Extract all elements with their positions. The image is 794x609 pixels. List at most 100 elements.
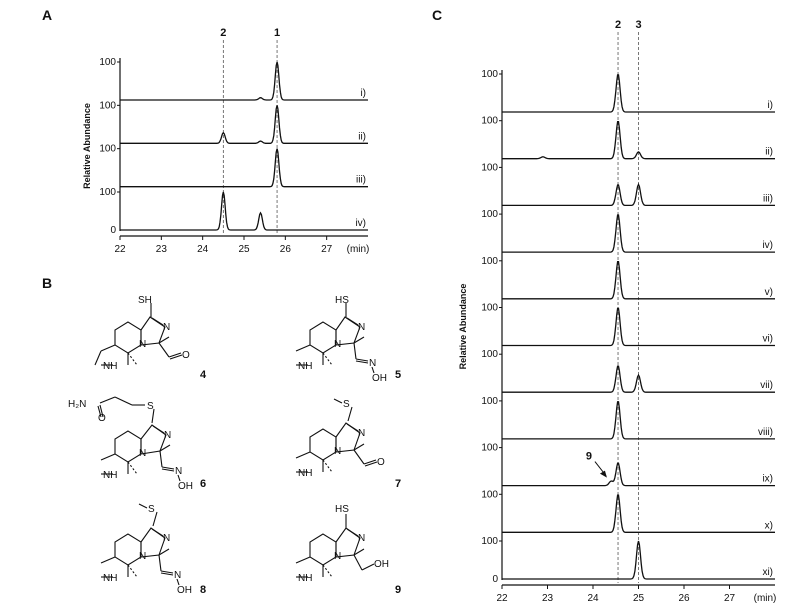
trace-label: vi)	[762, 334, 773, 345]
trace-line	[502, 462, 775, 487]
y-tick-label: 100	[481, 489, 498, 500]
y-tick-label: 0	[110, 225, 116, 236]
trace-label: ix)	[762, 474, 773, 485]
atom-label: S	[343, 399, 350, 410]
atom-label: NH	[298, 468, 312, 479]
atom-label: N	[358, 428, 365, 439]
trace-line	[120, 191, 368, 231]
trace-line	[502, 182, 775, 207]
y-tick-label: 100	[481, 256, 498, 267]
trace-label: iii)	[763, 193, 773, 204]
y-tick-label: 100	[481, 443, 498, 454]
trace-label: viii)	[758, 427, 773, 438]
panel-label-b: B	[42, 275, 52, 291]
trace-line	[502, 214, 775, 253]
y-tick-label: 100	[99, 187, 116, 198]
trace-line	[502, 307, 775, 347]
trace-label: i)	[767, 100, 773, 111]
atom-label: N	[163, 322, 170, 333]
trace-line	[120, 61, 368, 101]
peak-marker-label: 2	[220, 27, 226, 39]
compound-number-5: 5	[395, 369, 401, 381]
atom-label: N	[175, 466, 182, 477]
atom-label: S	[147, 401, 154, 412]
atom-label: N	[163, 533, 170, 544]
peak-marker-label: 1	[274, 27, 280, 39]
trace-label: xi)	[762, 567, 773, 578]
trace-label: x)	[765, 520, 773, 531]
atom-label: N	[174, 570, 181, 581]
annotation-label: 9	[586, 451, 592, 463]
atom-label: N	[139, 551, 146, 562]
y-tick-label: 100	[481, 209, 498, 220]
atom-label: OH	[178, 481, 193, 492]
structure-4: SH N N NH O 4	[94, 295, 207, 381]
trace-label: ii)	[358, 131, 366, 142]
atom-label: OH	[372, 373, 387, 384]
atom-label: S	[148, 504, 155, 515]
atom-label: NH	[103, 361, 117, 372]
trace-line	[502, 120, 775, 160]
atom-label: SH	[138, 295, 152, 306]
trace-line	[120, 105, 368, 144]
atom-label: N	[334, 339, 341, 350]
atom-label: H₂N	[68, 399, 86, 410]
x-tick-label: 24	[197, 244, 209, 255]
trace-line	[502, 540, 775, 580]
atom-label: HS	[335, 295, 349, 306]
x-axis-unit: (min)	[347, 244, 370, 255]
panel-label-a: A	[42, 7, 52, 23]
panel-label-c: C	[432, 7, 442, 23]
structure-9: HS N N NH OH 9	[295, 504, 401, 596]
trace-label: iii)	[356, 175, 366, 186]
atom-label: NH	[103, 470, 117, 481]
structures-panel: SH N N NH O 4 HS N N NH N OH	[68, 295, 401, 596]
compound-number-6: 6	[200, 478, 206, 490]
x-axis-unit: (min)	[754, 593, 777, 604]
atom-label: N	[139, 448, 146, 459]
x-tick-label: 23	[156, 244, 168, 255]
y-tick-label: 100	[481, 536, 498, 547]
atom-label: N	[358, 533, 365, 544]
annotation-arrowhead	[599, 470, 607, 478]
compound-number-9: 9	[395, 584, 401, 596]
chart-c: 100 100 100 100 100 100 100 100 100 100 100 0 Relati…	[458, 19, 776, 604]
chart-a: 100 100 100 100 0 Relative Abundance 22 23 24 25 2…	[82, 27, 369, 255]
y-tick-label: 100	[99, 100, 116, 111]
structure-6: H₂N S N N NH O N OH 6	[68, 396, 206, 492]
compound-number-4: 4	[200, 369, 207, 381]
atom-label: NH	[298, 573, 312, 584]
atom-label: N	[334, 551, 341, 562]
trace-label: iv)	[355, 218, 366, 229]
trace-label: vii)	[760, 380, 773, 391]
atom-label: N	[369, 358, 376, 369]
peak-marker-label: 2	[615, 19, 621, 31]
atom-label: OH	[374, 559, 389, 570]
trace-line	[502, 74, 775, 113]
x-tick-label: 24	[587, 593, 599, 604]
x-tick-label: 26	[678, 593, 690, 604]
trace-label: ii)	[765, 147, 773, 158]
x-tick-label: 25	[238, 244, 250, 255]
structure-5: HS N N NH N OH 5	[295, 295, 401, 384]
atom-label: N	[334, 446, 341, 457]
structure-8: S N N NH N OH 8	[100, 503, 206, 596]
x-tick-label: 22	[496, 593, 508, 604]
compound-number-7: 7	[395, 478, 401, 490]
atom-label: NH	[298, 361, 312, 372]
atom-label: HS	[335, 504, 349, 515]
x-tick-label: 27	[321, 244, 333, 255]
trace-line	[502, 494, 775, 533]
trace-line	[120, 148, 368, 188]
x-tick-label: 26	[280, 244, 292, 255]
trace-label: iv)	[762, 240, 773, 251]
atom-label: N	[164, 430, 171, 441]
trace-label: i)	[360, 88, 366, 99]
y-tick-label: 100	[481, 396, 498, 407]
y-tick-label: 100	[481, 303, 498, 314]
structure-7: S N N NH O 7	[295, 398, 401, 490]
atom-label: O	[377, 457, 385, 468]
trace-line	[502, 365, 775, 393]
x-tick-label: 22	[114, 244, 126, 255]
